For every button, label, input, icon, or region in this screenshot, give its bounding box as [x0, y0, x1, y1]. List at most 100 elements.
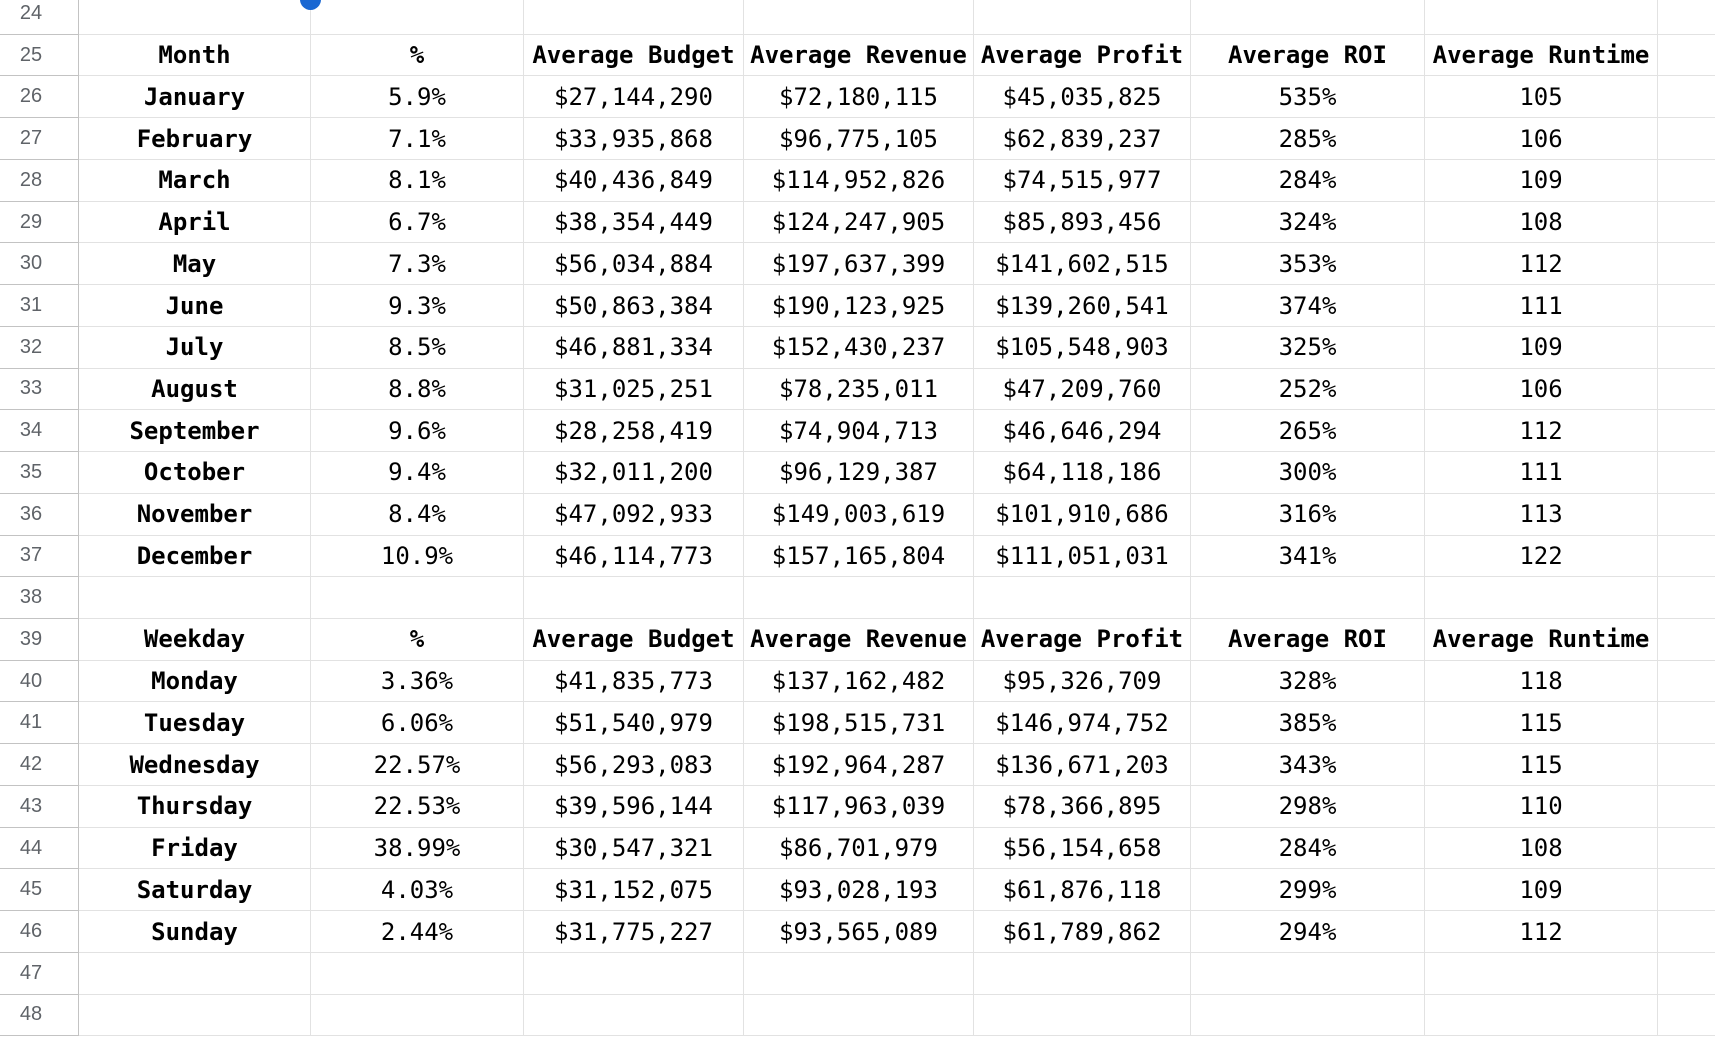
cell[interactable]: 300% [1191, 452, 1425, 494]
cell[interactable]: $41,835,773 [524, 660, 744, 703]
cell[interactable]: 8.1% [311, 159, 524, 202]
cell[interactable]: 298% [1191, 785, 1425, 828]
cell[interactable]: 5.9% [311, 76, 524, 119]
cell[interactable]: $31,152,075 [524, 869, 744, 912]
cell[interactable]: 343% [1191, 744, 1425, 786]
cell[interactable]: $40,436,849 [524, 159, 744, 202]
cell[interactable]: $38,354,449 [524, 201, 744, 244]
cell[interactable]: 22.57% [311, 744, 524, 786]
row-number[interactable]: 44 [0, 827, 79, 870]
cell[interactable]: 294% [1191, 911, 1425, 953]
cell[interactable]: Sunday [79, 911, 311, 953]
cell[interactable] [1658, 577, 1715, 620]
cell[interactable] [1658, 35, 1715, 77]
cell[interactable]: $62,839,237 [974, 118, 1191, 160]
cell[interactable]: 111 [1425, 285, 1658, 327]
cell[interactable] [974, 0, 1191, 35]
cell[interactable]: 122 [1425, 535, 1658, 578]
cell[interactable]: $96,775,105 [744, 118, 974, 160]
cell[interactable]: $149,003,619 [744, 493, 974, 536]
cell[interactable] [1658, 160, 1715, 202]
cell[interactable]: 9.6% [311, 410, 524, 453]
cell[interactable]: $56,034,884 [524, 243, 744, 286]
cell[interactable]: 328% [1191, 660, 1425, 703]
cell[interactable] [974, 952, 1191, 995]
cell[interactable]: $197,637,399 [744, 243, 974, 286]
cell[interactable]: 316% [1191, 493, 1425, 536]
chart-resize-handle[interactable] [300, 0, 321, 10]
cell[interactable]: September [79, 410, 311, 453]
cell[interactable]: June [79, 285, 311, 327]
cell[interactable]: 118 [1425, 660, 1658, 703]
cell[interactable] [1658, 536, 1715, 578]
cell[interactable]: $31,025,251 [524, 368, 744, 411]
cell[interactable] [1658, 118, 1715, 160]
row-number[interactable]: 47 [0, 952, 79, 995]
cell[interactable]: $95,326,709 [974, 660, 1191, 703]
cell[interactable]: March [79, 159, 311, 202]
cell[interactable]: 112 [1425, 410, 1658, 453]
cell[interactable] [1658, 202, 1715, 244]
cell[interactable]: May [79, 243, 311, 286]
row-number[interactable]: 33 [0, 368, 79, 411]
row-number[interactable]: 28 [0, 159, 79, 202]
cell[interactable]: $139,260,541 [974, 285, 1191, 327]
cell[interactable]: 22.53% [311, 785, 524, 828]
row-number[interactable]: 31 [0, 285, 79, 327]
cell[interactable]: November [79, 493, 311, 536]
cell[interactable] [311, 952, 524, 995]
cell[interactable]: 112 [1425, 243, 1658, 286]
cell[interactable]: $101,910,686 [974, 493, 1191, 536]
row-number[interactable]: 24 [0, 0, 79, 35]
cell[interactable]: $27,144,290 [524, 76, 744, 119]
cell[interactable]: Saturday [79, 869, 311, 912]
cell[interactable] [1658, 995, 1715, 1037]
column-header-cell[interactable]: Average Budget [524, 619, 744, 661]
cell[interactable]: $190,123,925 [744, 285, 974, 327]
cell[interactable]: $56,293,083 [524, 744, 744, 786]
cell[interactable] [974, 577, 1191, 620]
row-number[interactable]: 29 [0, 201, 79, 244]
cell[interactable]: 284% [1191, 827, 1425, 870]
column-header-cell[interactable]: Average Runtime [1425, 619, 1658, 661]
cell[interactable]: 6.7% [311, 201, 524, 244]
row-number[interactable]: 38 [0, 577, 79, 620]
cell[interactable]: $114,952,826 [744, 159, 974, 202]
cell[interactable]: 353% [1191, 243, 1425, 286]
cell[interactable]: 284% [1191, 159, 1425, 202]
cell[interactable]: 8.4% [311, 493, 524, 536]
cell[interactable]: 8.5% [311, 326, 524, 369]
row-number[interactable]: 42 [0, 744, 79, 786]
cell[interactable]: 115 [1425, 702, 1658, 745]
cell[interactable]: 535% [1191, 76, 1425, 119]
cell[interactable]: 9.4% [311, 452, 524, 494]
cell[interactable]: 385% [1191, 702, 1425, 745]
cell[interactable]: 109 [1425, 326, 1658, 369]
cell[interactable]: $32,011,200 [524, 452, 744, 494]
cell[interactable]: February [79, 118, 311, 160]
cell[interactable]: 110 [1425, 785, 1658, 828]
cell[interactable] [1658, 953, 1715, 995]
cell[interactable] [524, 577, 744, 620]
cell[interactable]: $78,235,011 [744, 368, 974, 411]
cell[interactable] [1191, 952, 1425, 995]
cell[interactable]: 299% [1191, 869, 1425, 912]
cell[interactable]: $33,935,868 [524, 118, 744, 160]
row-number[interactable]: 46 [0, 911, 79, 953]
cell[interactable] [1658, 494, 1715, 536]
cell[interactable] [744, 577, 974, 620]
cell[interactable]: 108 [1425, 201, 1658, 244]
column-header-cell[interactable]: Month [79, 34, 311, 77]
cell[interactable] [311, 994, 524, 1037]
cell[interactable] [1658, 369, 1715, 411]
cell[interactable]: $45,035,825 [974, 76, 1191, 119]
cell[interactable]: 3.36% [311, 660, 524, 703]
cell[interactable]: Monday [79, 660, 311, 703]
cell[interactable]: 8.8% [311, 368, 524, 411]
cell[interactable]: Friday [79, 827, 311, 870]
cell[interactable]: $46,646,294 [974, 410, 1191, 453]
cell[interactable]: $136,671,203 [974, 744, 1191, 786]
cell[interactable]: $28,258,419 [524, 410, 744, 453]
cell[interactable] [1425, 994, 1658, 1037]
row-number[interactable]: 35 [0, 452, 79, 494]
